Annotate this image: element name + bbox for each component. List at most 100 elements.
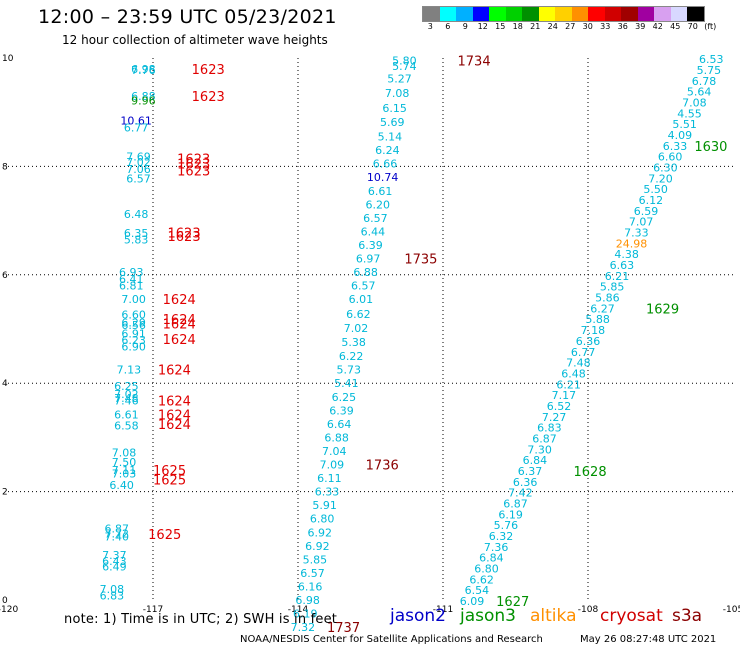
- y-tick-label: 6: [2, 271, 8, 281]
- wave-height-label: 6.66: [373, 158, 398, 171]
- wave-height-label: 6.40: [109, 479, 134, 492]
- wave-height-label: 6.91: [121, 327, 146, 340]
- pass-time-label: 1630: [694, 140, 727, 155]
- wave-height-label: 6.88: [353, 266, 378, 279]
- wave-height-label: 6.88: [131, 90, 156, 103]
- wave-height-label: 6.61: [368, 185, 393, 198]
- pass-time-label: 1625: [153, 464, 186, 479]
- wave-height-label: 5.74: [392, 60, 417, 73]
- chart-subtitle: 12 hour collection of altimeter wave hei…: [62, 33, 328, 47]
- pass-time-label: 1623: [192, 63, 225, 78]
- pass-time-label: 1624: [163, 318, 196, 333]
- wave-height-label: 7.02: [344, 322, 369, 335]
- wave-height-label: 7.11: [112, 464, 137, 477]
- wave-height-label: 7.27: [542, 411, 567, 424]
- wave-height-label: 6.39: [329, 404, 354, 417]
- legend-swatch: [604, 7, 621, 21]
- wave-height-label: 6.32: [489, 530, 514, 543]
- y-tick-label: 4: [2, 379, 8, 389]
- timestamp-text: May 26 08:27:48 UTC 2021: [580, 634, 717, 645]
- wave-height-label: 6.44: [361, 225, 386, 238]
- legend-label: 9: [462, 22, 468, 31]
- wave-height-label: 6.77: [571, 346, 596, 359]
- wave-height-label: 6.15: [382, 102, 407, 115]
- wave-height-label: 6.59: [634, 205, 659, 218]
- legend-swatch: [654, 7, 671, 21]
- pass-time-label: 1623: [177, 152, 210, 167]
- legend-swatch: [571, 7, 588, 21]
- pass-time-label: 1736: [366, 459, 399, 474]
- wave-height-label: 9.96: [131, 94, 156, 107]
- wave-height-label: 7.18: [581, 324, 606, 337]
- wave-height-label: 5.69: [380, 116, 405, 129]
- wave-height-label: 5.41: [334, 377, 359, 390]
- wave-height-label: 6.57: [351, 280, 376, 293]
- wave-height-label: 6.36: [576, 335, 601, 348]
- wave-height-label: 6.01: [349, 293, 374, 306]
- wave-height-label: 6.62: [469, 573, 494, 586]
- wave-height-label: 7.30: [527, 443, 552, 456]
- pass-time-label: 1625: [153, 474, 186, 489]
- wave-height-label: 6.61: [114, 409, 139, 422]
- wave-height-label: 6.57: [300, 567, 325, 580]
- wave-height-label: 6.88: [324, 431, 349, 444]
- wave-height-label: 6.11: [317, 472, 342, 485]
- wave-height-label: 6.23: [121, 334, 146, 347]
- wave-height-label: 5.73: [337, 364, 362, 377]
- pass-time-label: 1623: [177, 158, 210, 173]
- satellite-altika: altika: [530, 606, 577, 626]
- wave-height-label: 5.91: [312, 499, 337, 512]
- legend-swatch: [472, 7, 489, 21]
- wave-height-label: 6.80: [474, 563, 499, 576]
- legend-swatch: [522, 7, 539, 21]
- wave-height-label: 6.64: [327, 418, 352, 431]
- wave-height-label: 7.03: [112, 468, 137, 481]
- wave-height-label: 6.92: [305, 540, 330, 553]
- x-tick-label: -111: [433, 605, 453, 615]
- wave-height-label: 6.93: [119, 266, 144, 279]
- legend-label: 42: [652, 22, 663, 31]
- wave-height-label: 6.52: [547, 400, 572, 413]
- legend-swatch: [555, 7, 572, 21]
- satellite-cryosat: cryosat: [600, 606, 663, 626]
- legend-label: 45: [670, 22, 681, 31]
- wave-height-label: 6.56: [121, 319, 146, 332]
- wave-height-label: 6.84: [479, 552, 504, 565]
- legend-label: 30: [582, 22, 593, 31]
- wave-height-label: 6.19: [293, 608, 318, 621]
- legend-label: 27: [565, 22, 576, 31]
- wave-height-label: 5.27: [387, 73, 412, 86]
- chart-title: 12:00 – 23:59 UTC 05/23/2021: [38, 6, 337, 28]
- legend-label: (ft): [704, 22, 717, 31]
- wave-height-label: 5.64: [687, 86, 712, 99]
- pass-time-label: 1624: [158, 395, 191, 410]
- wave-height-label: 6.25: [332, 391, 357, 404]
- wave-height-label: 6.29: [121, 316, 146, 329]
- wave-height-label: 6.33: [663, 140, 688, 153]
- pass-time-label: 1624: [163, 313, 196, 328]
- satellite-jason2: jason2: [390, 606, 446, 626]
- wave-height-label: 6.53: [699, 53, 724, 66]
- wave-height-label: 6.36: [513, 476, 538, 489]
- wave-height-label: 7.13: [117, 364, 142, 377]
- wave-height-label: 7.36: [484, 541, 509, 554]
- wave-height-label: 6.98: [295, 594, 320, 607]
- legend-swatch: [588, 7, 605, 21]
- wave-height-label: 6.80: [310, 513, 335, 526]
- wave-height-label: 6.60: [121, 308, 146, 321]
- credit-text: NOAA/NESDIS Center for Satellite Applica…: [240, 634, 543, 645]
- legend-label: 12: [477, 22, 488, 31]
- x-tick-label: -117: [143, 605, 163, 615]
- wave-height-label: 6.12: [639, 194, 664, 207]
- satellite-s3a: s3a: [672, 606, 703, 626]
- wave-height-label: 6.84: [523, 454, 548, 467]
- wave-height-label: 7.08: [385, 87, 410, 100]
- wave-height-label: 7.76: [131, 64, 156, 77]
- wave-height-label: 5.88: [585, 313, 610, 326]
- wave-height-label: 10.61: [120, 114, 152, 127]
- legend-swatch: [489, 7, 506, 21]
- wave-height-label: 7.04: [322, 445, 347, 458]
- wave-height-label: 6.87: [503, 498, 528, 511]
- wave-height-label: 5.50: [643, 183, 668, 196]
